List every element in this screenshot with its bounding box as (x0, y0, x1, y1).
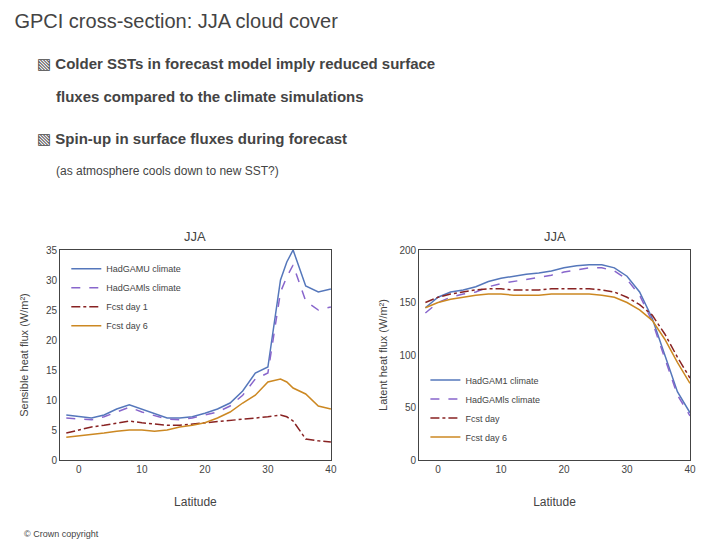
svg-text:HadGAMls climate: HadGAMls climate (106, 283, 181, 293)
svg-text:30: 30 (262, 464, 274, 475)
svg-text:▧ Colder SSTs in forecast mode: ▧ Colder SSTs in forecast model imply re… (37, 55, 435, 72)
svg-text:HadGAM1 climate: HadGAM1 climate (465, 376, 538, 386)
svg-text:40: 40 (684, 464, 696, 475)
svg-text:fluxes compared to the climate: fluxes compared to the climate simulatio… (56, 88, 364, 105)
svg-text:50: 50 (405, 402, 417, 413)
svg-text:HadGAMls climate: HadGAMls climate (465, 395, 540, 405)
svg-text:Fcst day 6: Fcst day 6 (106, 321, 148, 331)
svg-text:5: 5 (51, 425, 57, 436)
svg-text:Sensible heat flux (W/m²): Sensible heat flux (W/m²) (18, 293, 30, 416)
svg-text:35: 35 (46, 245, 58, 256)
svg-text:Fcst day: Fcst day (465, 414, 500, 424)
svg-text:150: 150 (399, 297, 416, 308)
svg-text:Latitude: Latitude (174, 495, 217, 509)
svg-text:0: 0 (51, 455, 57, 466)
svg-text:▧ Spin-up in surface fluxes du: ▧ Spin-up in surface fluxes during forec… (37, 130, 347, 147)
svg-text:GPCI cross-section: JJA cloud: GPCI cross-section: JJA cloud cover (14, 10, 338, 32)
svg-text:30: 30 (46, 275, 58, 286)
svg-text:(as atmosphere cools down to n: (as atmosphere cools down to new SST?) (56, 164, 279, 178)
svg-text:Fcst day 1: Fcst day 1 (106, 302, 148, 312)
svg-text:25: 25 (46, 305, 58, 316)
svg-text:10: 10 (46, 395, 58, 406)
svg-text:30: 30 (621, 464, 633, 475)
svg-text:JJA: JJA (544, 229, 566, 244)
svg-text:10: 10 (495, 464, 507, 475)
svg-text:Fcst day 6: Fcst day 6 (465, 433, 507, 443)
svg-text:15: 15 (46, 365, 58, 376)
svg-text:© Crown copyright: © Crown copyright (24, 529, 99, 539)
svg-text:10: 10 (136, 464, 148, 475)
svg-text:20: 20 (199, 464, 211, 475)
svg-text:20: 20 (558, 464, 570, 475)
svg-text:HadGAMU climate: HadGAMU climate (106, 264, 181, 274)
svg-text:0: 0 (76, 464, 82, 475)
svg-text:Latent heat flux (W/m²): Latent heat flux (W/m²) (377, 299, 389, 411)
svg-text:0: 0 (411, 455, 417, 466)
svg-text:0: 0 (435, 464, 441, 475)
svg-text:JJA: JJA (184, 229, 206, 244)
svg-text:200: 200 (399, 245, 416, 256)
svg-text:20: 20 (46, 335, 58, 346)
svg-text:40: 40 (325, 464, 337, 475)
svg-text:Latitude: Latitude (533, 495, 576, 509)
svg-text:100: 100 (399, 350, 416, 361)
